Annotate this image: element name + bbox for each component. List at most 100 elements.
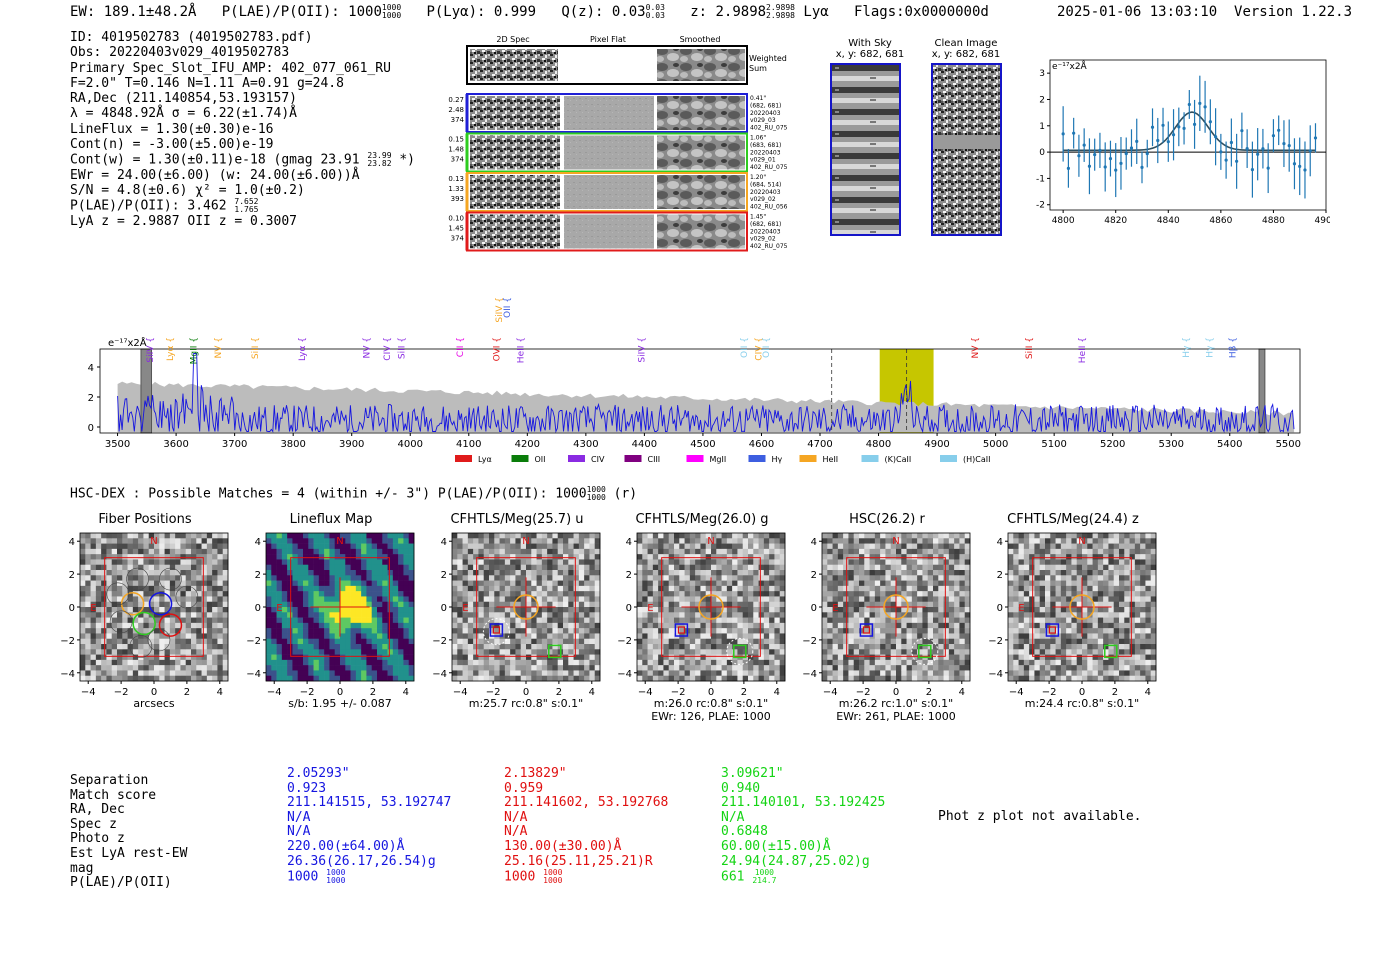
pixel bbox=[457, 675, 463, 682]
pixel bbox=[1076, 649, 1083, 655]
pixel bbox=[647, 633, 654, 640]
pixel bbox=[297, 675, 304, 682]
pixel bbox=[541, 622, 548, 629]
linefit-point bbox=[1150, 125, 1155, 129]
pixel bbox=[711, 564, 717, 571]
pixel bbox=[684, 644, 691, 650]
pixel bbox=[885, 570, 892, 576]
pixel bbox=[668, 607, 675, 613]
info-line: ID: 4019502783 (4019502783.pdf) bbox=[70, 30, 313, 45]
pixel bbox=[106, 554, 113, 560]
pixel bbox=[473, 554, 479, 560]
pixel bbox=[526, 543, 532, 550]
cutout-smoothed bbox=[657, 96, 745, 130]
pixel bbox=[933, 638, 939, 645]
pixel bbox=[769, 585, 775, 592]
linefit-point bbox=[1287, 144, 1291, 148]
pixel bbox=[695, 570, 701, 576]
pixel bbox=[938, 533, 944, 539]
pixel bbox=[679, 591, 685, 597]
pixel bbox=[531, 575, 537, 581]
pixel bbox=[473, 580, 479, 587]
pixel bbox=[127, 607, 134, 613]
pixel bbox=[127, 649, 134, 655]
pixel bbox=[292, 580, 299, 587]
pixel bbox=[1092, 570, 1099, 576]
spectrum-ylabel: e⁻¹⁷x2Å bbox=[108, 336, 147, 349]
pixel bbox=[658, 538, 664, 544]
pixel bbox=[85, 575, 91, 581]
panel-ytick-label: −4 bbox=[617, 669, 632, 680]
pixel bbox=[111, 564, 118, 571]
pixel bbox=[1018, 580, 1025, 587]
pixel bbox=[695, 591, 701, 597]
pixel bbox=[531, 554, 537, 560]
pixel bbox=[408, 649, 415, 655]
pixel bbox=[911, 533, 918, 539]
pixel bbox=[371, 607, 378, 613]
pixel bbox=[510, 675, 516, 682]
pixel bbox=[642, 538, 648, 544]
pixel bbox=[541, 670, 548, 677]
pixel bbox=[832, 607, 839, 613]
pixel bbox=[101, 638, 107, 645]
pixel bbox=[408, 665, 415, 671]
pixel bbox=[837, 633, 844, 640]
pixel bbox=[637, 559, 643, 566]
pixel bbox=[90, 670, 97, 677]
pixel bbox=[489, 543, 495, 550]
pixel bbox=[148, 654, 155, 661]
cutout-right-value: 1.06" bbox=[750, 135, 766, 142]
pixel bbox=[827, 570, 833, 576]
pixel bbox=[827, 612, 833, 618]
pixel bbox=[827, 649, 833, 655]
pixel bbox=[1087, 538, 1093, 544]
pixel bbox=[896, 617, 902, 624]
pixel bbox=[874, 638, 881, 645]
pixel bbox=[361, 617, 367, 624]
panel-xtick-label: −2 bbox=[300, 687, 315, 698]
pixel bbox=[885, 554, 892, 560]
pixel bbox=[774, 543, 781, 550]
pixel bbox=[361, 585, 367, 592]
pixel bbox=[959, 638, 966, 645]
pixel bbox=[874, 612, 881, 618]
pixel bbox=[742, 638, 749, 645]
pixel bbox=[387, 601, 394, 608]
pixel bbox=[906, 622, 913, 629]
pixel bbox=[732, 665, 738, 671]
pixel bbox=[398, 548, 404, 555]
pixel bbox=[148, 591, 155, 597]
pixel bbox=[948, 585, 955, 592]
pixel bbox=[742, 596, 749, 603]
pixel bbox=[589, 675, 596, 682]
pixel bbox=[864, 543, 870, 550]
info-line: EWr = 24.00(±6.00) (w: 24.00(±6.00))Å bbox=[70, 167, 360, 183]
pixel bbox=[117, 607, 123, 613]
pixel bbox=[201, 622, 208, 629]
pixel bbox=[1082, 591, 1088, 597]
pixel bbox=[705, 596, 712, 603]
pixel bbox=[568, 644, 574, 650]
pixel bbox=[647, 538, 654, 544]
pixel bbox=[658, 580, 664, 587]
pixel bbox=[313, 644, 320, 650]
pixel bbox=[324, 612, 330, 618]
pixel bbox=[763, 670, 770, 677]
pixel bbox=[674, 585, 680, 592]
pixel bbox=[457, 533, 463, 539]
pixel bbox=[403, 622, 410, 629]
pixel bbox=[954, 665, 960, 671]
pixel bbox=[478, 628, 485, 634]
pixel bbox=[663, 670, 670, 677]
pixel bbox=[1076, 665, 1083, 671]
pixel bbox=[1092, 675, 1099, 682]
pixel bbox=[927, 601, 934, 608]
pixel bbox=[1039, 649, 1046, 655]
pixel bbox=[684, 607, 691, 613]
pixel bbox=[138, 601, 144, 608]
pixel bbox=[222, 570, 229, 576]
pixel bbox=[281, 580, 288, 587]
pixel bbox=[1029, 580, 1035, 587]
info-block: ID: 4019502783 (4019502783.pdf) Obs: 202… bbox=[70, 30, 415, 229]
